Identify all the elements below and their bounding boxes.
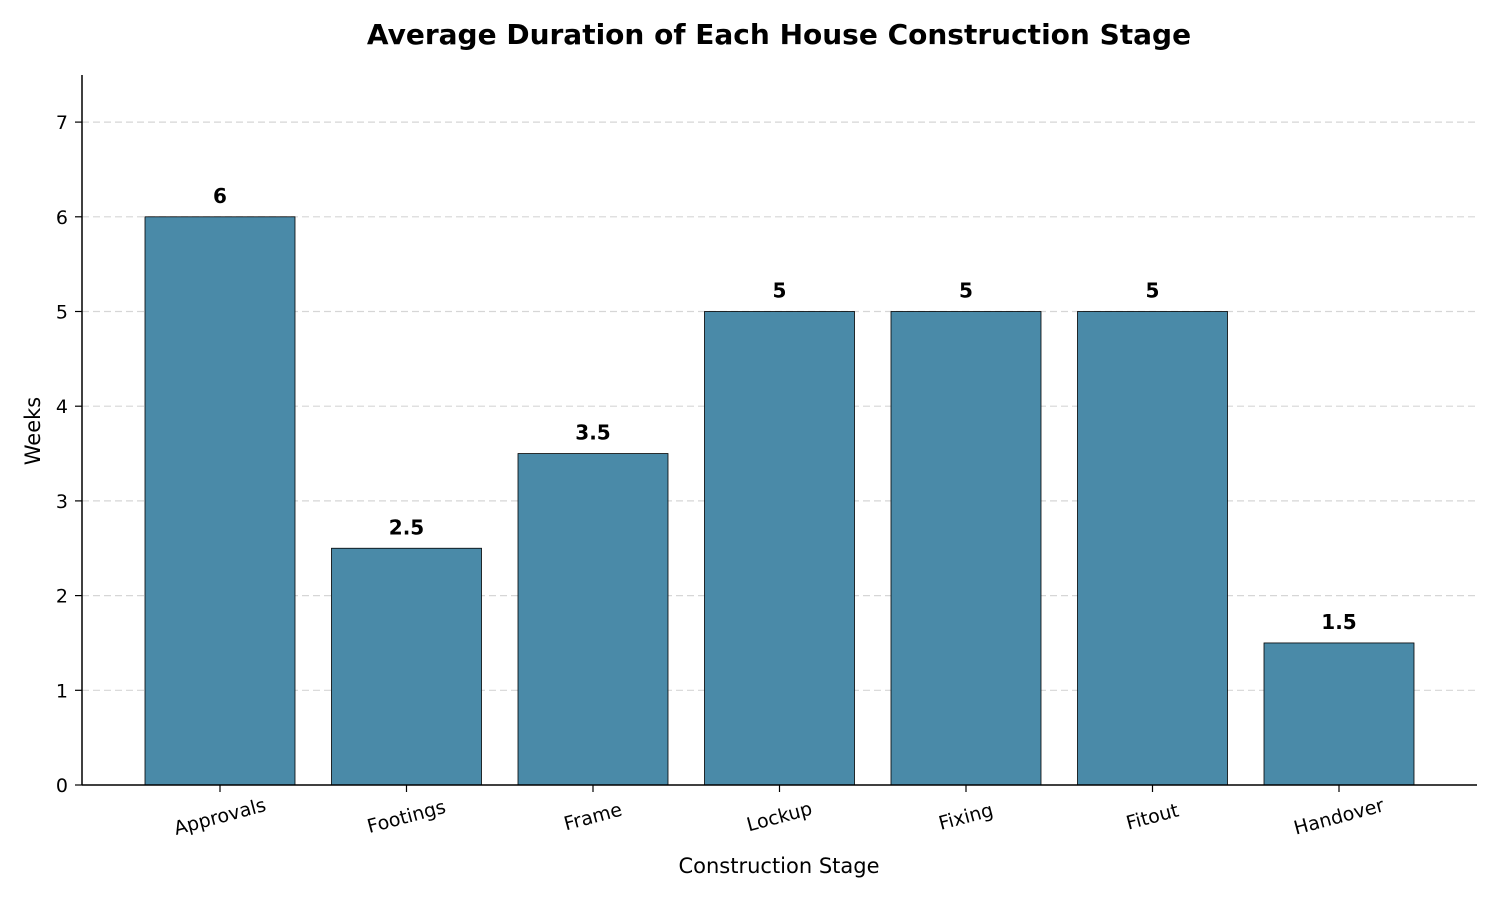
y-tick-label: 7 bbox=[56, 112, 68, 134]
data-labels: 6 2.5 3.5 5 5 5 1.5 bbox=[213, 184, 1357, 634]
x-tick-label-handover: Handover bbox=[1292, 794, 1387, 839]
y-tick-label: 3 bbox=[56, 491, 68, 513]
y-tick-label: 2 bbox=[56, 586, 68, 608]
bar-frame bbox=[517, 453, 669, 786]
x-axis-ticks: Approvals Footings Frame Lockup Fixing Fitout… bbox=[172, 785, 1387, 840]
y-tick-label: 4 bbox=[56, 396, 68, 418]
y-axis-label: Weeks bbox=[21, 397, 45, 465]
bar-lockup bbox=[704, 311, 855, 786]
data-label-fitout: 5 bbox=[1146, 279, 1160, 303]
data-label-fixing: 5 bbox=[959, 279, 973, 303]
data-label-lockup: 5 bbox=[773, 279, 787, 303]
y-tick-label: 0 bbox=[56, 775, 68, 797]
data-label-frame: 3.5 bbox=[575, 421, 610, 445]
bar-fixing bbox=[890, 311, 1042, 786]
chart-title: Average Duration of Each House Construct… bbox=[367, 18, 1191, 51]
x-tick-label-fixing: Fixing bbox=[936, 799, 995, 835]
x-tick-label-fitout: Fitout bbox=[1124, 799, 1181, 834]
x-tick-label-frame: Frame bbox=[562, 799, 625, 836]
data-label-approvals: 6 bbox=[213, 184, 227, 208]
bar-approvals bbox=[144, 216, 296, 786]
bar-footings bbox=[331, 547, 482, 786]
data-label-handover: 1.5 bbox=[1321, 610, 1356, 634]
y-tick-label: 6 bbox=[56, 207, 68, 229]
bar-handover bbox=[1263, 642, 1415, 786]
x-tick-label-footings: Footings bbox=[365, 796, 448, 838]
data-label-footings: 2.5 bbox=[389, 515, 424, 539]
bar-fitout bbox=[1077, 311, 1228, 786]
x-axis-label: Construction Stage bbox=[678, 854, 879, 878]
x-tick-label-lockup: Lockup bbox=[744, 798, 814, 837]
y-tick-label: 1 bbox=[56, 680, 68, 702]
y-axis-ticks: 0 1 2 3 4 5 6 7 bbox=[56, 112, 82, 797]
bars bbox=[144, 216, 1415, 786]
y-tick-label: 5 bbox=[56, 302, 68, 324]
x-tick-label-approvals: Approvals bbox=[172, 794, 269, 840]
